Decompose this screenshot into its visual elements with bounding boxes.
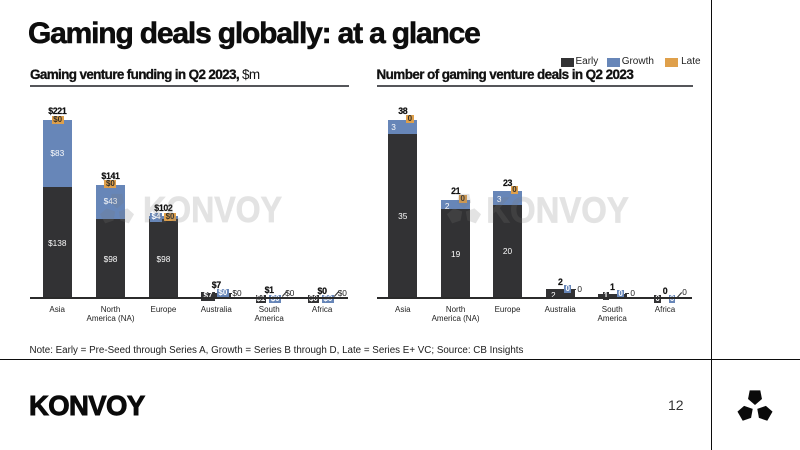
svg-text:KONVOY: KONVOY <box>486 191 629 230</box>
svg-text:KONVOY: KONVOY <box>143 191 282 230</box>
